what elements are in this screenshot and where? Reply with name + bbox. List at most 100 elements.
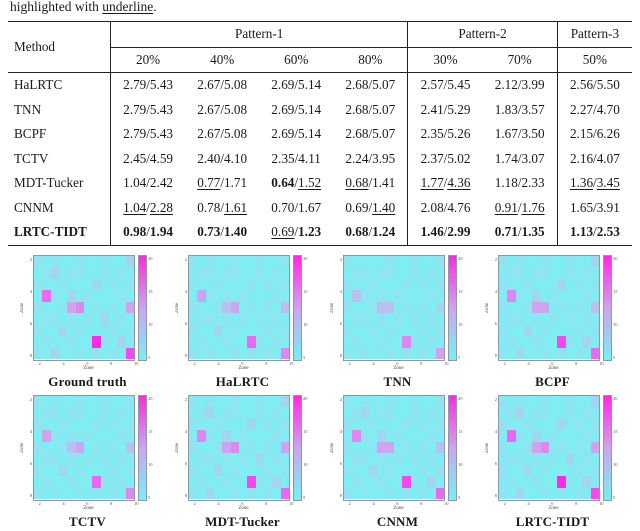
heatmap-cell [117, 290, 126, 302]
heatmap-cell [532, 267, 541, 279]
y-axis-label: Zone [20, 442, 25, 453]
heatmap-cell [402, 267, 411, 279]
heatmap-cell [427, 464, 436, 477]
heatmap-cell [263, 336, 273, 348]
heatmap-cell [189, 324, 198, 337]
heatmap-cell [393, 418, 403, 431]
heatmap-cell [83, 418, 93, 431]
heatmap-cell [205, 418, 214, 431]
heatmap-cell [247, 313, 256, 325]
colorbar-tick-label: 15 [148, 288, 153, 294]
heatmap-cell [205, 407, 214, 419]
colorbar-tick-label: 10 [148, 461, 153, 467]
x-tick-label: 10 [444, 500, 449, 506]
x-axis-label: Zone [238, 365, 249, 371]
heatmap-cell [352, 313, 361, 325]
result-cell: 2.68/5.07 [345, 101, 396, 117]
result-cell: 0.73/1.40 [197, 224, 248, 239]
heatmap-cell [67, 301, 76, 314]
heatmap-cell [34, 347, 43, 360]
y-tick-label: 6 [29, 321, 32, 327]
heatmap-cell [590, 336, 599, 348]
heatmap-cell [117, 324, 126, 337]
heatmap-cell [247, 418, 256, 431]
metric-value: 3.50 [521, 126, 545, 141]
heatmap-cell [263, 313, 273, 325]
heatmap-cell [50, 441, 59, 454]
metric-value: 1.83 [494, 101, 518, 117]
heatmap-cell [499, 301, 508, 314]
heatmap-cell [352, 290, 361, 302]
heatmap-cell [205, 464, 214, 477]
y-axis-ticks: 2 4 6 8 [336, 395, 343, 501]
heatmap-cell [532, 430, 541, 442]
heatmap-cell [263, 430, 273, 442]
heatmap-cell [582, 290, 591, 302]
heatmap-cell [410, 476, 419, 488]
heatmap-cell [50, 418, 59, 431]
heatmap-cell [360, 418, 369, 431]
x-tick-label: 2 [348, 360, 351, 366]
heatmap-cell [272, 278, 281, 291]
heatmap-cell [125, 395, 134, 408]
heatmap-cell [189, 336, 198, 348]
result-cell: 2.69/5.14 [271, 77, 322, 92]
colorbar-tick-label: 5 [303, 494, 306, 500]
heatmap-image [343, 394, 445, 501]
heatmap-cell [222, 290, 231, 302]
result-cell: 0.68/1.41 [345, 175, 396, 190]
heatmap-cell [582, 255, 591, 268]
heatmap-cell [83, 278, 93, 291]
heatmap-cell [213, 347, 223, 360]
heatmap-cell [83, 347, 93, 360]
metric-value: 1.40 [372, 199, 396, 215]
x-tick-label: 6 [551, 500, 554, 506]
heatmap-cell [42, 487, 51, 500]
heatmap-cell [360, 453, 369, 465]
heatmap-cell [582, 347, 591, 360]
heatmap-cell [205, 301, 214, 314]
heatmap-cell [557, 336, 566, 348]
heatmap-cell [507, 301, 516, 314]
colorbar [293, 394, 302, 501]
y-tick-label: 8 [339, 493, 342, 499]
heatmap-cell [50, 290, 59, 302]
metric-value: 1.67 [298, 199, 322, 215]
heatmap-cell [83, 301, 93, 314]
heatmap-cell [393, 290, 403, 302]
colorbar-ticks: 20 15 10 5 [147, 255, 156, 361]
metric-value: 3.45 [596, 175, 620, 190]
result-cell: 2.16/4.07 [556, 146, 632, 171]
y-tick-label: 6 [494, 321, 497, 327]
heatmap-cell [58, 290, 68, 302]
heatmap-cell [410, 336, 419, 348]
heatmap-cell [255, 407, 264, 419]
heatmap-cell [352, 255, 361, 268]
metric-value: 5.08 [224, 101, 248, 117]
heatmap-cell [108, 407, 118, 419]
heatmap-cell [523, 301, 533, 314]
heatmap-panel: Zone 2 4 6 8 20 15 10 5 2 4 6 8 10 Zone HaLRTC [174, 254, 311, 390]
heatmap-cell [393, 407, 403, 419]
x-tick-label: 6 [86, 500, 89, 506]
heatmap-cell [75, 464, 84, 477]
heatmap-cell [385, 430, 394, 442]
heatmap-image [33, 394, 135, 501]
metric-value: 2.08 [420, 199, 444, 215]
y-tick-label: 2 [339, 256, 342, 262]
table-row: BCPF 2.79/5.43 2.67/5.08 2.69/5.14 2.68/5.07… [8, 122, 632, 147]
heatmap-cell [573, 278, 583, 291]
metric-value: 5.50 [596, 77, 620, 92]
heatmap-cell [58, 255, 68, 268]
heatmap-cell [247, 278, 256, 291]
x-tick-label: 4 [527, 500, 530, 506]
heatmap-cell [557, 441, 566, 454]
heatmap-cell [402, 418, 411, 431]
metric-value: 2.68 [345, 77, 369, 92]
heatmap-cell [368, 453, 378, 465]
method-name: CNNM [14, 199, 54, 215]
x-tick-label: 4 [217, 360, 220, 366]
heatmap-cell [385, 278, 394, 291]
metric-value: 5.08 [224, 77, 248, 92]
